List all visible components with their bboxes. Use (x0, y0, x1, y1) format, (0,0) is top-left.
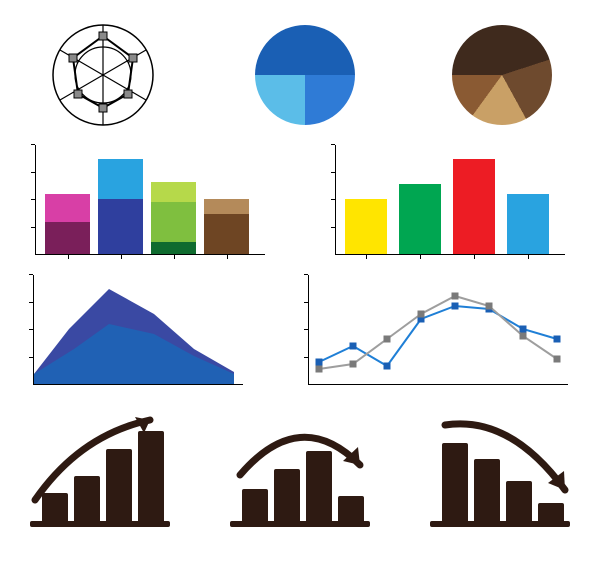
stacked-bar-chart (35, 145, 265, 255)
pie-chart-blue (255, 25, 355, 125)
trend-flat-icon (220, 405, 380, 535)
line-chart (308, 275, 568, 385)
bar-chart (335, 145, 565, 255)
radar-chart (48, 20, 158, 130)
trend-up-icon (20, 405, 180, 535)
area-chart (33, 275, 243, 385)
pie-chart-brown (452, 25, 552, 125)
trend-down-icon (420, 405, 580, 535)
